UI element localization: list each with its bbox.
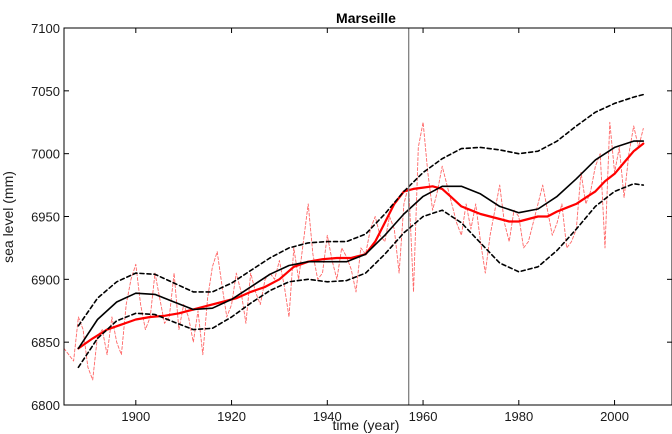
chart-title: Marseille <box>336 10 396 26</box>
x-tick-label: 1900 <box>121 409 150 424</box>
plot-area <box>64 28 672 405</box>
y-axis-label: sea level (mm) <box>0 171 16 263</box>
y-tick-label: 7050 <box>31 84 60 99</box>
x-tick-label: 2000 <box>600 409 629 424</box>
y-tick-label: 6900 <box>31 272 60 287</box>
y-tick-label: 7000 <box>31 147 60 162</box>
y-tick-label: 6950 <box>31 210 60 225</box>
y-tick-label: 7100 <box>31 21 60 36</box>
x-tick-label: 1980 <box>504 409 533 424</box>
x-tick-label: 1960 <box>409 409 438 424</box>
x-tick-label: 1920 <box>217 409 246 424</box>
y-tick-label: 6800 <box>31 398 60 413</box>
y-tick-label: 6850 <box>31 335 60 350</box>
x-axis-label: time (year) <box>333 417 400 433</box>
